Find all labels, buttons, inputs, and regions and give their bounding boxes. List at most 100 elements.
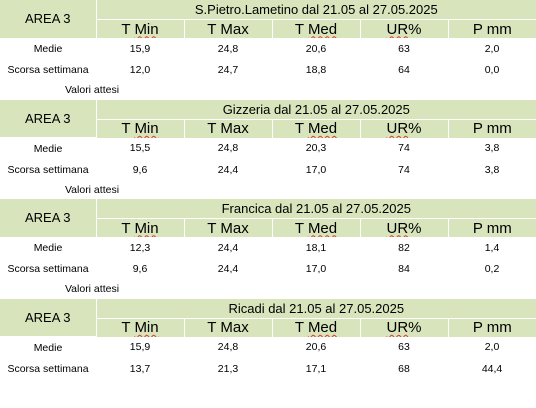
value-t-med: 20,6	[305, 341, 327, 354]
value-t-min: 12,0	[129, 64, 151, 76]
value-ur: 82	[398, 241, 410, 254]
header-t-med: T Med	[271, 19, 360, 38]
area-label: AREA 3	[0, 298, 96, 337]
row-label-valori-attesi: Valori attesi	[64, 84, 120, 96]
value-t-med: 18,8	[305, 64, 327, 76]
header-t-max: T Max	[183, 218, 272, 237]
row-label-medie: Medie	[33, 43, 63, 55]
value-p-mm: 3,8	[484, 142, 500, 155]
station-title: Ricadi dal 21.05 al 27.05.2025	[95, 298, 536, 318]
value-ur: 63	[398, 42, 410, 55]
header-p-mm: P mm	[447, 218, 536, 237]
header-t-med: T Med	[271, 118, 360, 138]
area-label: AREA 3	[0, 199, 96, 238]
header-ur: UR%	[359, 19, 448, 38]
station-title: S.Pietro.Lametino dal 21.05 al 27.05.202…	[95, 0, 536, 20]
weather-table: AREA 3 S.Pietro.Lametino dal 21.05 al 27…	[0, 0, 536, 379]
station-title-row: AREA 3 Francica dal 21.05 al 27.05.2025	[0, 199, 536, 238]
value-t-med: 20,6	[305, 42, 327, 55]
station-title-row: AREA 3 S.Pietro.Lametino dal 21.05 al 27…	[0, 0, 536, 39]
area-label: AREA 3	[0, 99, 96, 138]
header-ur: UR%	[359, 317, 448, 337]
value-t-med: 17,0	[305, 163, 327, 176]
value-t-max: 21,3	[217, 362, 239, 375]
header-row: T Min T Max T Med UR% P mm	[0, 218, 536, 237]
row-scorsa-settimana: Scorsa settimana 12,0 24,7 18,8 64 0,0	[0, 60, 536, 81]
row-medie: Medie 15,9 24,8 20,6 63 2,0	[0, 38, 536, 60]
row-label-valori-attesi: Valori attesi	[64, 183, 120, 196]
header-t-min: T Min	[95, 118, 184, 138]
row-scorsa-settimana: Scorsa settimana 9,6 24,4 17,0 74 3,8	[0, 159, 536, 180]
header-t-min: T Min	[95, 19, 184, 38]
value-t-min: 9,6	[132, 263, 148, 275]
row-label-scorsa-settimana: Scorsa settimana	[7, 362, 89, 375]
header-t-min: T Min	[95, 317, 184, 337]
value-t-max: 24,8	[217, 42, 239, 55]
row-label-scorsa-settimana: Scorsa settimana	[7, 263, 89, 275]
value-p-mm: 3,8	[484, 163, 500, 176]
header-t-min: T Min	[95, 218, 184, 237]
value-t-max: 24,4	[217, 163, 239, 176]
station-title: Francica dal 21.05 al 27.05.2025	[95, 199, 536, 219]
value-ur: 64	[398, 64, 410, 76]
header-p-mm: P mm	[447, 317, 536, 337]
value-p-mm: 2,0	[484, 42, 500, 55]
row-label-scorsa-settimana: Scorsa settimana	[7, 64, 89, 76]
value-p-mm: 0,2	[484, 263, 500, 275]
station-title: Gizzeria dal 21.05 al 27.05.2025	[95, 99, 536, 119]
row-label-medie: Medie	[33, 242, 63, 254]
header-t-med: T Med	[271, 317, 360, 337]
value-t-min: 9,6	[132, 163, 148, 176]
row-valori-attesi: Valori attesi	[0, 280, 536, 299]
header-p-mm: P mm	[447, 118, 536, 138]
station-title-row: AREA 3 Gizzeria dal 21.05 al 27.05.2025	[0, 99, 536, 138]
value-t-max: 24,8	[217, 341, 239, 354]
header-t-max: T Max	[183, 317, 272, 337]
value-t-max: 24,8	[217, 142, 239, 155]
header-t-med: T Med	[271, 218, 360, 237]
header-row: T Min T Max T Med UR% P mm	[0, 19, 536, 38]
value-t-max: 24,7	[217, 64, 239, 76]
row-medie: Medie 15,5 24,8 20,3 74 3,8	[0, 138, 536, 160]
value-p-mm: 0,0	[484, 64, 500, 76]
value-t-max: 24,4	[217, 263, 239, 275]
value-p-mm: 2,0	[484, 341, 500, 354]
value-t-min: 15,9	[129, 42, 151, 55]
value-t-med: 20,3	[305, 142, 327, 155]
value-t-min: 12,3	[129, 241, 151, 254]
header-t-max: T Max	[183, 19, 272, 38]
row-valori-attesi: Valori attesi	[0, 81, 536, 100]
header-row: T Min T Max T Med UR% P mm	[0, 317, 536, 337]
header-t-max: T Max	[183, 118, 272, 138]
row-scorsa-settimana: Scorsa settimana 13,7 21,3 17,1 68 44,4	[0, 358, 536, 379]
value-t-min: 15,9	[129, 341, 151, 354]
value-t-min: 15,5	[129, 142, 151, 155]
value-ur: 74	[398, 163, 410, 176]
station-title-row: AREA 3 Ricadi dal 21.05 al 27.05.2025	[0, 298, 536, 337]
row-label-medie: Medie	[33, 142, 63, 155]
row-label-valori-attesi: Valori attesi	[64, 283, 120, 295]
row-scorsa-settimana: Scorsa settimana 9,6 24,4 17,0 84 0,2	[0, 259, 536, 280]
value-ur: 68	[398, 362, 410, 375]
row-label-medie: Medie	[33, 341, 63, 354]
row-medie: Medie 15,9 24,8 20,6 63 2,0	[0, 337, 536, 359]
row-label-scorsa-settimana: Scorsa settimana	[7, 163, 89, 176]
value-p-mm: 1,4	[484, 241, 500, 254]
header-row: T Min T Max T Med UR% P mm	[0, 118, 536, 138]
weather-table-body: AREA 3 S.Pietro.Lametino dal 21.05 al 27…	[0, 0, 536, 379]
value-ur: 84	[398, 263, 410, 275]
area-label: AREA 3	[0, 0, 96, 39]
value-t-med: 18,1	[305, 241, 327, 254]
value-t-med: 17,0	[305, 263, 327, 275]
value-p-mm: 44,4	[481, 362, 503, 375]
value-t-min: 13,7	[129, 362, 151, 375]
header-ur: UR%	[359, 118, 448, 138]
value-t-med: 17,1	[305, 362, 327, 375]
header-ur: UR%	[359, 218, 448, 237]
value-ur: 74	[398, 142, 410, 155]
value-t-max: 24,4	[217, 241, 239, 254]
row-valori-attesi: Valori attesi	[0, 180, 536, 199]
value-ur: 63	[398, 341, 410, 354]
row-medie: Medie 12,3 24,4 18,1 82 1,4	[0, 237, 536, 259]
header-p-mm: P mm	[447, 19, 536, 38]
